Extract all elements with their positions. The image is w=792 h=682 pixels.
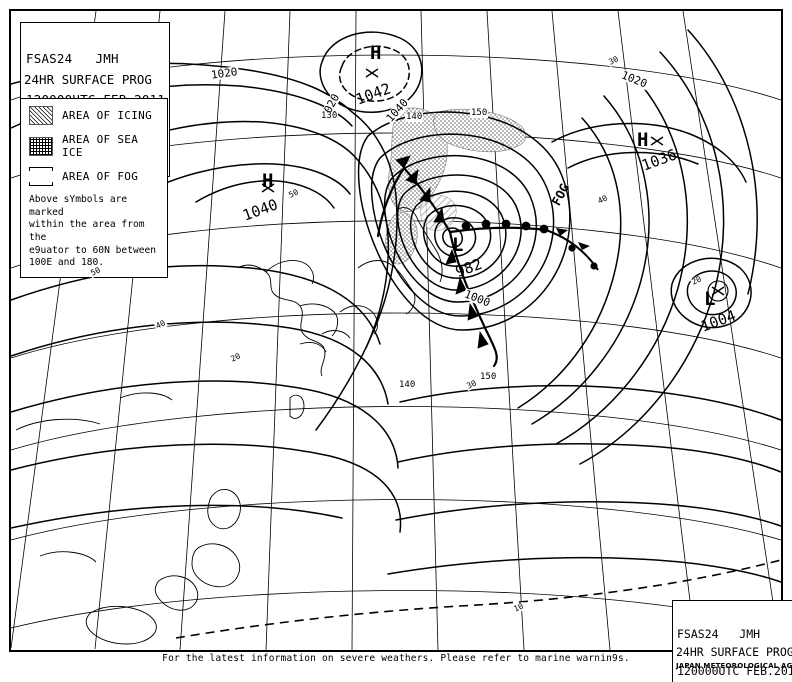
- legend-note: Above sYmbols are marked within the area…: [29, 194, 161, 270]
- pressure-system-letter: L: [452, 234, 464, 256]
- meridian-label-2: 150: [470, 108, 489, 118]
- pressure-system-letter: H: [262, 170, 274, 192]
- legend-note-line-4: 100E and 180.: [29, 257, 105, 269]
- legend-note-line-2: within the area from the: [29, 219, 145, 243]
- pressure-system-h-0: H: [370, 44, 381, 63]
- legend-item-sea-ice-label: AREA OF SEA ICE: [62, 133, 139, 159]
- meridian-label-4: 150: [479, 372, 498, 382]
- header-subtitle: 24HR SURFACE PROG: [24, 72, 152, 87]
- fog-outline-swatch-icon: [28, 167, 54, 186]
- legend-note-line-3: e9uator to 60N between: [29, 244, 157, 256]
- legend-item-fog-label: AREA OF FOG: [62, 170, 139, 183]
- sea-ice-grid-swatch-icon: [29, 136, 53, 156]
- pressure-system-letter: H: [637, 129, 649, 151]
- pressure-system-l-3: L: [452, 236, 463, 255]
- footer-title-block: FSAS24 JMH 120000UTC FEB.2011 FCST FOR 1…: [672, 600, 792, 682]
- legend-item-sea-ice: AREA OF SEA ICE: [29, 133, 161, 159]
- legend-item-fog: AREA OF FOG: [28, 167, 161, 186]
- footer-title-line-1: FSAS24 JMH: [677, 626, 761, 641]
- legend-box: AREA OF ICING AREA OF SEA ICE AREA OF FO…: [20, 98, 168, 278]
- footer-title-line-2: 120000UTC FEB.2011: [677, 664, 792, 679]
- pressure-system-letter: L: [704, 288, 716, 310]
- pressure-system-h-1: H: [262, 172, 273, 191]
- pressure-system-letter: H: [370, 42, 382, 64]
- legend-item-icing: AREA OF ICING: [29, 106, 161, 125]
- legend-item-icing-label: AREA OF ICING: [62, 109, 152, 122]
- header-title-line-1: FSAS24 JMH: [26, 51, 119, 66]
- footer-subtitle: 24HR SURFACE PROG: [676, 645, 792, 659]
- meridian-label-0: 130: [320, 111, 339, 121]
- icing-hatch-swatch-icon: [29, 106, 53, 125]
- pressure-system-h-2: H: [637, 131, 648, 150]
- bottom-notice: For the latest information on severe wea…: [162, 653, 630, 664]
- meridian-label-1: 140: [405, 112, 424, 122]
- meridian-label-3: 140: [398, 380, 417, 390]
- pressure-system-l-4: L: [704, 290, 715, 309]
- agency-credit: JAPAN METEOROLOGICAL AGENCY TOKYO: [676, 662, 792, 670]
- legend-note-line-1: Above sYmbols are marked: [29, 194, 128, 218]
